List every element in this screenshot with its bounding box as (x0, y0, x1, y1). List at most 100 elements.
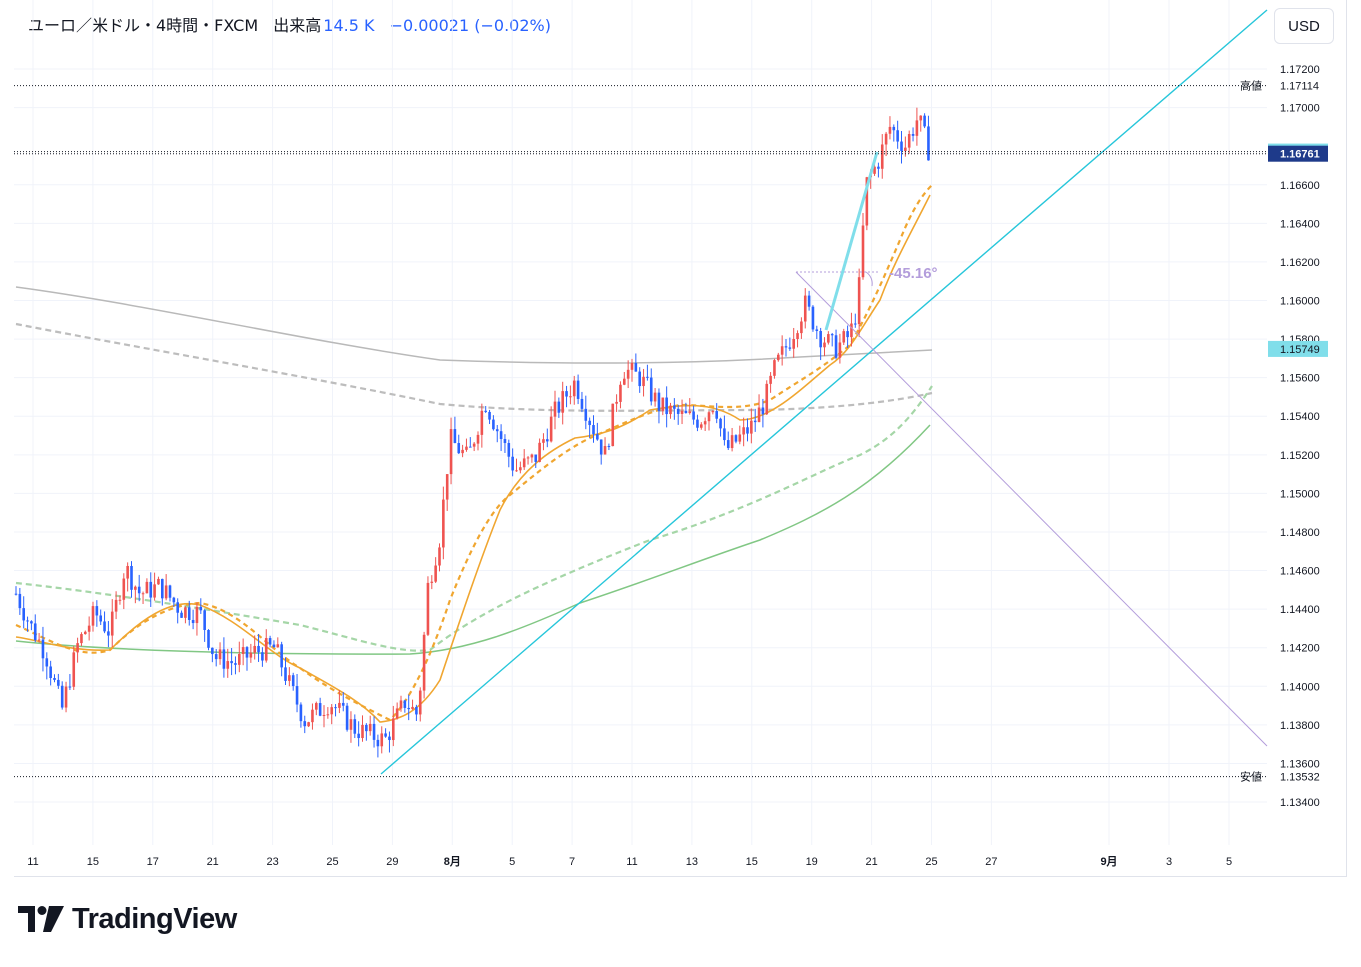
candle-body (268, 638, 272, 645)
candle-body (326, 714, 330, 716)
candle-body (45, 658, 49, 667)
price-chart[interactable]: -45.16° 1.17200 1.17000 1.16600 1.16400 1.16… (0, 0, 1361, 900)
candle-body (311, 709, 314, 723)
candle-body (526, 457, 530, 459)
candle-body (726, 440, 730, 449)
candle-body (561, 391, 564, 413)
time-tick-label: 3 (1166, 856, 1172, 868)
last-price-label-value: 1.16761 (1280, 149, 1320, 161)
candle-body (411, 706, 414, 710)
tradingview-logo-text: TradingView (72, 903, 237, 935)
time-tick-label: 17 (147, 856, 159, 868)
candle-body (707, 412, 711, 422)
candle-body (723, 428, 726, 441)
candle-body (499, 431, 503, 440)
candle-body (780, 346, 784, 355)
candle-body (330, 707, 333, 715)
grid-lines (14, 0, 1267, 845)
candle-body (68, 686, 72, 688)
candle-body (703, 421, 707, 425)
candle-body (919, 115, 923, 121)
candle-body (580, 398, 584, 409)
candle-body (141, 593, 145, 595)
candle-body (149, 581, 153, 598)
candle-body (168, 585, 172, 598)
angle-label: -45.16° (889, 265, 938, 282)
candle-body (368, 723, 372, 732)
candle-body (715, 411, 718, 419)
price-tick-label: 1.16200 (1280, 257, 1320, 269)
candle-body (692, 411, 695, 420)
candle-body (453, 429, 457, 444)
time-tick-label: 23 (266, 856, 278, 868)
candle-body (434, 565, 437, 582)
candle-body (815, 329, 819, 331)
candle-body (80, 634, 83, 644)
candle-body (634, 362, 638, 372)
candle-body (465, 446, 468, 450)
candle-body (187, 607, 191, 620)
candle-body (49, 666, 52, 679)
symbol-title: ユーロ／米ドル・4時間・FXCM (28, 16, 259, 35)
candle-body (349, 719, 353, 730)
candle-body (37, 639, 41, 641)
trend-line (380, 9, 1268, 775)
candle-body (64, 686, 68, 708)
candle-body (599, 439, 603, 455)
price-tick-label: 1.17200 (1280, 64, 1320, 76)
time-tick-label: 15 (746, 856, 758, 868)
price-tick-label: 1.14200 (1280, 643, 1320, 655)
candle-body (596, 434, 599, 440)
angle-arc (865, 271, 873, 287)
low-label-value: 1.13532 (1280, 772, 1320, 784)
tradingview-logo[interactable]: TradingView (18, 903, 237, 936)
candle-body (214, 654, 218, 660)
candle-body (180, 612, 183, 618)
candle-body (230, 661, 233, 664)
candle-body (357, 733, 360, 739)
candle-body (137, 586, 141, 594)
candle-body (380, 733, 384, 747)
candle-body (110, 611, 114, 636)
candle-body (584, 408, 588, 421)
last-price-label-bg (1268, 145, 1328, 162)
candle-body (126, 565, 129, 579)
candle-body (103, 621, 106, 632)
candle-body (854, 323, 857, 325)
time-tick-label: 11 (27, 856, 38, 868)
candle-body (684, 410, 688, 414)
candle-body (719, 418, 722, 429)
candle-body (407, 707, 410, 710)
candle-body (226, 661, 230, 669)
candle-body (395, 708, 399, 719)
candle-body (611, 403, 615, 447)
candle-body (334, 707, 337, 709)
volume-value: 14.5 K (323, 16, 375, 35)
candle-body (164, 585, 168, 599)
currency-button[interactable]: USD (1274, 8, 1334, 44)
candle-body (572, 380, 576, 397)
candle-body (469, 446, 472, 448)
candle-body (145, 581, 149, 594)
candle-body (661, 397, 665, 411)
candle-body (295, 686, 299, 705)
time-tick-label: 15 (87, 856, 99, 868)
candle-body (87, 625, 91, 632)
candle-body (238, 654, 241, 665)
candle-body (218, 649, 222, 660)
candle-body (303, 721, 307, 727)
candle-body (750, 420, 753, 434)
ma-200-line (15, 286, 933, 364)
candle-body (33, 623, 37, 641)
candle-body (245, 647, 249, 658)
candle-body (753, 420, 757, 423)
candle-body (676, 408, 680, 414)
chart-frame (14, 0, 1347, 877)
time-tick-label: 13 (686, 856, 698, 868)
candle-body (361, 724, 364, 739)
candle-body (823, 342, 826, 348)
candle-body (615, 401, 618, 404)
candle-body (76, 643, 79, 653)
candle-body (365, 724, 368, 732)
candle-body (114, 599, 118, 612)
